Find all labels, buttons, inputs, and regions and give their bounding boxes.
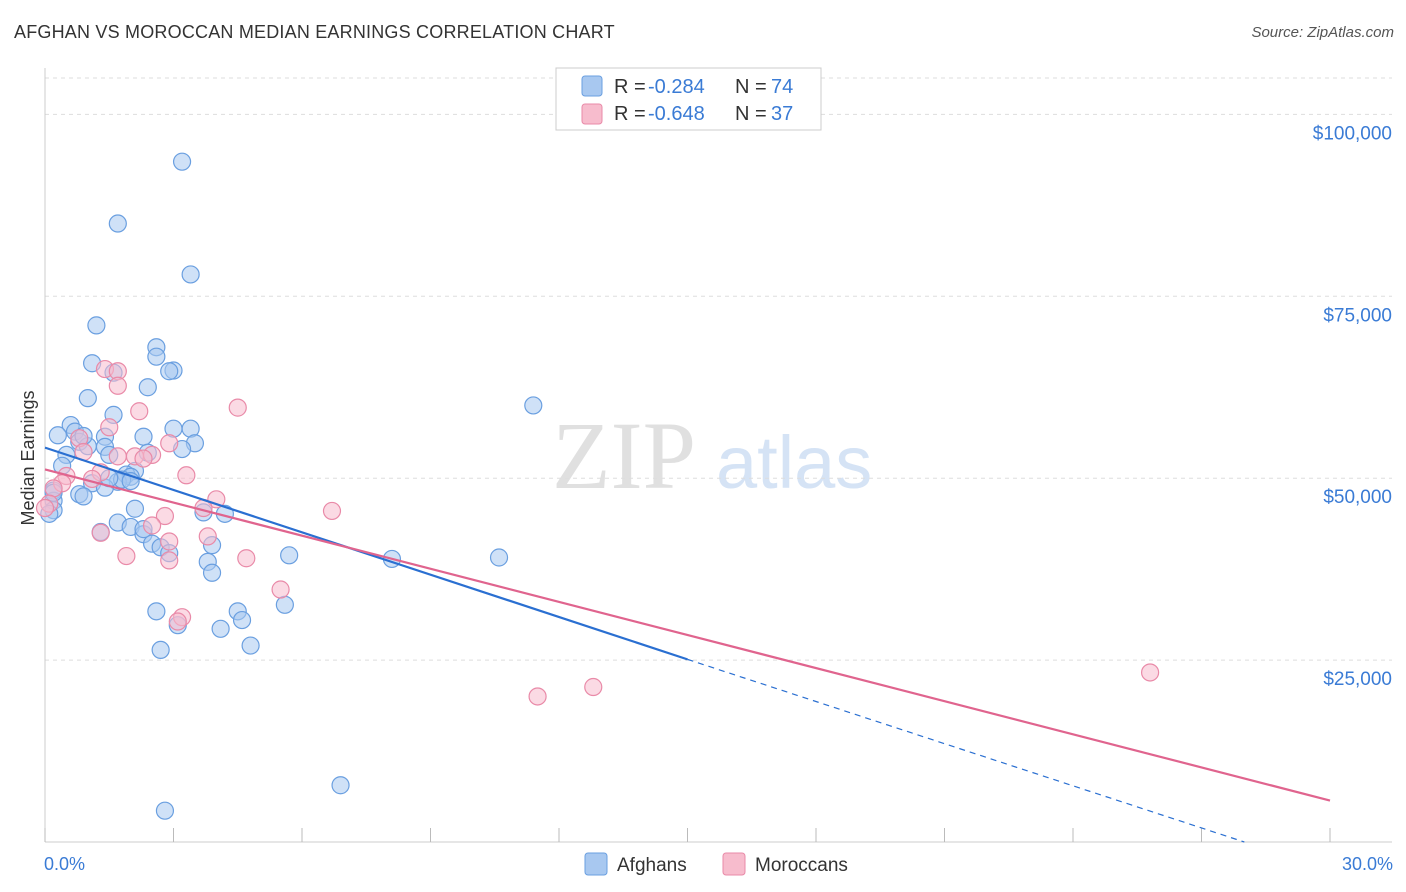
- moroccans-point: [130, 402, 149, 421]
- afghans-point: [48, 426, 67, 445]
- moroccans-point: [168, 612, 187, 631]
- afghans-point: [78, 389, 97, 408]
- y-tick-label: $100,000: [1313, 123, 1392, 144]
- legend-afghans-swatch: [581, 75, 603, 97]
- legend: R = -0.284 N = 74 R = -0.648 N = 37: [555, 67, 822, 131]
- afghans-point: [74, 487, 93, 506]
- legend-afghans-n: 74: [771, 76, 793, 98]
- afghans-point: [202, 563, 222, 582]
- gridlines: [45, 77, 1392, 661]
- moroccans-trend-line: [44, 468, 1331, 802]
- bottom-legend: Afghans Moroccans: [584, 852, 848, 876]
- legend-moroccans-swatch: [581, 103, 603, 125]
- moroccans-point: [44, 479, 63, 498]
- watermark-zip: ZIP: [552, 402, 696, 509]
- y-tick-label: $75,000: [1323, 305, 1392, 326]
- legend-moroccans-r-label: R =: [614, 103, 646, 125]
- moroccans-point: [100, 418, 119, 437]
- afghans-point: [275, 595, 294, 614]
- y-tick-label: $50,000: [1323, 487, 1392, 508]
- afghans-point: [147, 602, 166, 621]
- afghans-point: [524, 396, 543, 415]
- bottom-legend-afghans: Afghans: [617, 855, 687, 876]
- afghans-point: [134, 427, 153, 446]
- afghans-points: [40, 152, 543, 820]
- moroccans-point: [83, 469, 102, 489]
- moroccans-point: [134, 449, 153, 468]
- chart-title: AFGHAN VS MOROCCAN MEDIAN EARNINGS CORRE…: [14, 22, 615, 42]
- afghans-point: [280, 546, 299, 565]
- afghans-trend-extension: [687, 658, 1245, 843]
- afghans-point: [331, 776, 350, 795]
- afghans-point: [108, 214, 127, 233]
- axes: [44, 68, 1392, 843]
- afghans-point: [181, 265, 200, 284]
- moroccans-points: [35, 359, 1160, 706]
- afghans-point: [87, 316, 106, 335]
- afghans-trend-line: [44, 446, 688, 661]
- afghans-point: [125, 499, 145, 518]
- bottom-legend-moroccans: Moroccans: [755, 855, 848, 876]
- moroccans-point: [198, 527, 217, 546]
- y-axis-label: Median Earnings: [18, 390, 38, 525]
- chart-source: Source: ZipAtlas.com: [1251, 24, 1394, 41]
- afghans-point: [138, 378, 157, 397]
- moroccans-point: [35, 498, 55, 518]
- moroccans-point: [584, 677, 603, 697]
- trend-lines: [44, 446, 1331, 843]
- afghans-point: [211, 619, 230, 638]
- moroccans-point: [108, 376, 127, 395]
- moroccans-point: [117, 546, 136, 566]
- moroccans-point: [177, 466, 196, 485]
- x-tick-label-min: 0.0%: [44, 854, 85, 874]
- watermark-atlas: atlas: [716, 421, 872, 504]
- moroccans-point: [528, 687, 547, 706]
- moroccans-point: [91, 523, 110, 542]
- afghans-point: [489, 548, 509, 567]
- moroccans-point: [160, 532, 179, 551]
- y-tick-label: $25,000: [1323, 669, 1392, 690]
- tick-labels: $25,000 $50,000 $75,000 $100,000 0.0% 30.0%: [44, 123, 1393, 874]
- legend-moroccans-n: 37: [771, 103, 793, 125]
- moroccans-point: [160, 551, 179, 570]
- moroccans-point: [160, 434, 179, 453]
- x-tick-label-max: 30.0%: [1342, 854, 1393, 874]
- afghans-point: [151, 640, 170, 660]
- moroccans-point: [108, 447, 127, 466]
- moroccans-point: [155, 506, 175, 526]
- afghans-point: [155, 801, 175, 820]
- moroccans-point: [228, 398, 247, 417]
- legend-afghans-n-label: N =: [735, 76, 767, 98]
- afghans-point: [172, 152, 192, 171]
- legend-afghans-r: -0.284: [648, 76, 705, 98]
- legend-afghans-r-label: R =: [614, 76, 646, 98]
- moroccans-point: [237, 549, 256, 568]
- afghans-point: [241, 636, 260, 655]
- moroccans-point: [271, 580, 290, 599]
- bottom-legend-afghans-swatch: [584, 852, 608, 876]
- afghans-point: [160, 362, 179, 381]
- bottom-legend-moroccans-swatch: [722, 852, 746, 876]
- legend-moroccans-n-label: N =: [735, 103, 767, 125]
- legend-moroccans-r: -0.648: [648, 103, 705, 125]
- moroccans-point: [322, 501, 342, 521]
- afghans-point: [147, 347, 166, 366]
- afghans-point: [232, 610, 252, 630]
- moroccans-point: [142, 516, 162, 535]
- moroccans-point: [1140, 663, 1160, 682]
